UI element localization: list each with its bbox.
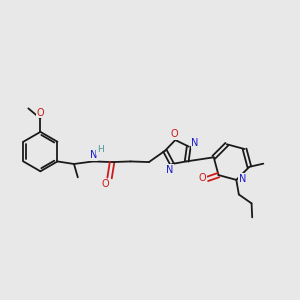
Text: O: O: [171, 129, 178, 139]
Text: N: N: [191, 138, 199, 148]
Text: N: N: [239, 174, 246, 184]
Text: O: O: [102, 179, 110, 189]
Text: O: O: [199, 172, 206, 183]
Text: O: O: [37, 107, 44, 118]
Text: N: N: [167, 165, 174, 175]
Text: H: H: [97, 146, 104, 154]
Text: N: N: [90, 150, 98, 160]
